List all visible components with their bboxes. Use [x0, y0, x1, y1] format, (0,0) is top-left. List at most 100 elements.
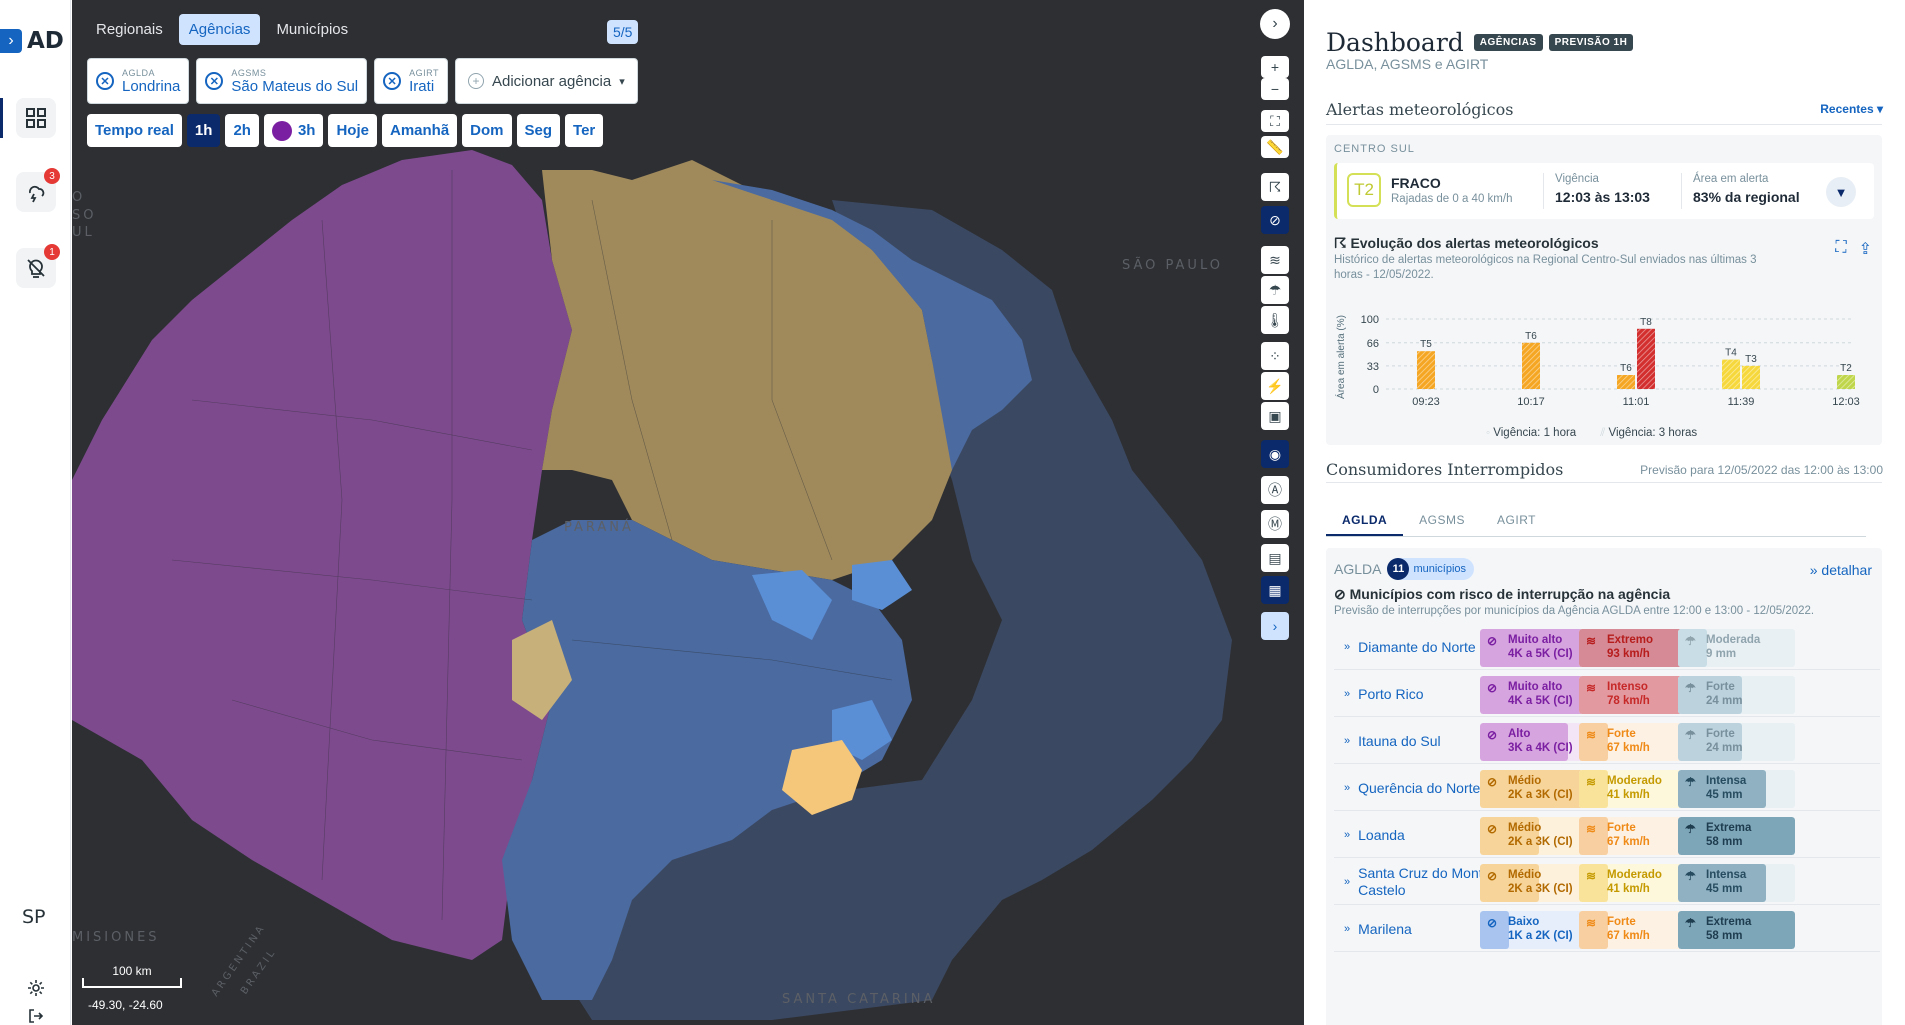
municipio-name-text: Porto Rico: [1358, 685, 1424, 702]
minus-icon: −: [1270, 81, 1280, 97]
tab-aglda[interactable]: AGLDA: [1326, 507, 1404, 536]
divider: [1543, 173, 1544, 209]
chip-agsms[interactable]: ✕ AGSMS São Mateus do Sul: [196, 58, 368, 104]
municipio-name[interactable]: » Marilena: [1344, 906, 1514, 952]
map-regions[interactable]: [72, 0, 1304, 1025]
table-row[interactable]: » Santa Cruz do Monte Castelo ⊘ Médio 2K a 3…: [1334, 859, 1880, 905]
tab-agirt[interactable]: AGIRT: [1497, 513, 1536, 527]
grid-icon: [26, 108, 46, 128]
time-ter[interactable]: Ter: [565, 114, 604, 147]
y-tick-label: 100: [1361, 314, 1379, 326]
alerts-filter-dropdown[interactable]: Recentes ▾: [1820, 102, 1883, 116]
chip-agirt[interactable]: ✕ AGIRT Irati: [374, 58, 448, 104]
nav-dashboard-button[interactable]: [16, 98, 56, 138]
tab-agencias[interactable]: Agências: [178, 14, 261, 45]
time-amanha[interactable]: Amanhã: [381, 114, 458, 147]
basemap-light-button[interactable]: ▤: [1261, 544, 1289, 572]
layer-tower-button[interactable]: ⚡: [1261, 372, 1289, 400]
double-chevron-icon: »: [1344, 734, 1351, 747]
remove-icon[interactable]: ✕: [205, 72, 224, 90]
alerts-filter-label: Recentes: [1820, 102, 1874, 116]
basemap-dark-button[interactable]: ▦: [1261, 576, 1289, 604]
rain-icon: ☂: [1685, 869, 1696, 883]
time-seg[interactable]: Seg: [516, 114, 561, 147]
wind-indicator: ≋ Moderado 41 km/h: [1579, 770, 1696, 808]
layer-municipality-button[interactable]: Ⓜ: [1261, 510, 1289, 538]
municipio-name-text: Diamante do Norte: [1358, 638, 1476, 655]
municipio-name[interactable]: » Porto Rico: [1344, 671, 1514, 717]
scale-label: 100 km: [112, 964, 152, 978]
municipio-name[interactable]: » Itauna do Sul: [1344, 718, 1514, 764]
risk-indicator: ⊘ Médio 2K a 3K (CI): [1480, 770, 1597, 808]
logout-icon: [29, 1009, 44, 1023]
layer-region-button[interactable]: ◉: [1261, 440, 1289, 468]
app-logo[interactable]: › AD: [0, 28, 64, 54]
layer-agency-button[interactable]: Ⓐ: [1261, 476, 1289, 504]
zoom-out-button[interactable]: −: [1261, 78, 1289, 100]
table-row[interactable]: » Porto Rico ⊘ Muito alto 4K a 5K (CI) ≋ Inten…: [1334, 671, 1880, 717]
layer-temperature-button[interactable]: 🌡: [1261, 306, 1289, 334]
layer-rain-button[interactable]: ☂: [1261, 276, 1289, 304]
expand-controls-button[interactable]: ›: [1261, 612, 1289, 640]
fullscreen-icon[interactable]: ⛶: [1835, 239, 1847, 256]
time-1h[interactable]: 1h: [186, 114, 221, 147]
logout-button[interactable]: [16, 1008, 56, 1024]
layer-wind-button[interactable]: ≋: [1261, 246, 1289, 274]
time-2h[interactable]: 2h: [225, 114, 259, 147]
rain-label: Extrema: [1706, 916, 1752, 928]
expand-alert-button[interactable]: ▼: [1826, 177, 1856, 207]
time-hoje[interactable]: Hoje: [328, 114, 377, 147]
municipio-name[interactable]: » Loanda: [1344, 812, 1514, 858]
layer-points-button[interactable]: ⁘: [1261, 342, 1289, 370]
chip-code: AGLDA: [122, 67, 156, 78]
rain-indicator: ☂ Extrema 58 mm: [1678, 911, 1795, 949]
substation-icon: ▣: [1268, 407, 1282, 424]
detalhar-link[interactable]: » detalhar: [1810, 562, 1872, 578]
zoom-in-button[interactable]: +: [1261, 56, 1289, 78]
settings-button[interactable]: [16, 973, 56, 1003]
risk-label: Baixo: [1508, 916, 1540, 928]
rain-label: Extrema: [1706, 822, 1752, 834]
nav-weather-alerts-button[interactable]: 3: [16, 168, 60, 212]
layer-interruption-button[interactable]: ⊘: [1261, 206, 1289, 234]
tab-regionais[interactable]: Regionais: [96, 21, 163, 38]
rain-icon: ☂: [1685, 634, 1696, 648]
wind-label: Extremo: [1607, 634, 1654, 646]
time-tempo-real[interactable]: Tempo real: [87, 114, 182, 147]
share-icon[interactable]: ⇪: [1858, 241, 1872, 258]
wind-icon: ≋: [1269, 251, 1281, 268]
time-dom[interactable]: Dom: [462, 114, 512, 147]
table-row[interactable]: » Querência do Norte ⊘ Médio 2K a 3K (CI) ≋ Mo…: [1334, 765, 1880, 811]
tab-agsms[interactable]: AGSMS: [1419, 513, 1466, 527]
municipio-name[interactable]: » Diamante do Norte: [1344, 624, 1514, 670]
nav-interruptions-button[interactable]: 1: [16, 244, 60, 288]
logo-text: AD: [27, 28, 64, 54]
user-avatar[interactable]: SP: [22, 906, 46, 928]
tab-municipios[interactable]: Municípios: [276, 21, 349, 38]
map-view[interactable]: SÃO PAULO PARANÁ MISIONES ARGENTINA BRAZ…: [72, 0, 1304, 1025]
chip-name: Londrina: [122, 77, 181, 95]
time-3h-label: 3h: [297, 122, 316, 139]
municipio-name[interactable]: » Santa Cruz do Monte Castelo: [1344, 859, 1514, 905]
layer-storm-button[interactable]: ☈: [1261, 173, 1289, 201]
collapse-panel-button[interactable]: ›: [1260, 9, 1290, 39]
municipio-name[interactable]: » Querência do Norte: [1344, 765, 1514, 811]
time-3h[interactable]: 3h: [263, 114, 324, 147]
count-label: municípios: [1413, 563, 1467, 575]
chip-aglda[interactable]: ✕ AGLDA Londrina: [87, 58, 190, 104]
measure-button[interactable]: 📏: [1261, 136, 1289, 158]
double-chevron-icon: »: [1809, 562, 1822, 578]
table-row[interactable]: » Marilena ⊘ Baixo 1K a 2K (CI) ≋ Forte 67 km/h…: [1334, 906, 1880, 952]
remove-icon[interactable]: ✕: [383, 72, 402, 90]
add-agency-dropdown[interactable]: + Adicionar agência ▾: [454, 58, 638, 104]
divider: [1326, 124, 1882, 125]
table-row[interactable]: » Itauna do Sul ⊘ Alto 3K a 4K (CI) ≋ Forte 67 …: [1334, 718, 1880, 764]
table-row[interactable]: » Loanda ⊘ Médio 2K a 3K (CI) ≋ Forte 67 km/h ☂ E…: [1334, 812, 1880, 858]
remove-icon[interactable]: ✕: [96, 72, 114, 90]
fullscreen-button[interactable]: ⛶: [1261, 110, 1289, 132]
bar-hatch: [1417, 351, 1435, 389]
table-row[interactable]: » Diamante do Norte ⊘ Muito alto 4K a 5K (CI…: [1334, 624, 1880, 670]
rain-icon: ☂: [1685, 822, 1696, 836]
layer-substation-button[interactable]: ▣: [1261, 402, 1289, 430]
region-tan: [542, 160, 962, 580]
